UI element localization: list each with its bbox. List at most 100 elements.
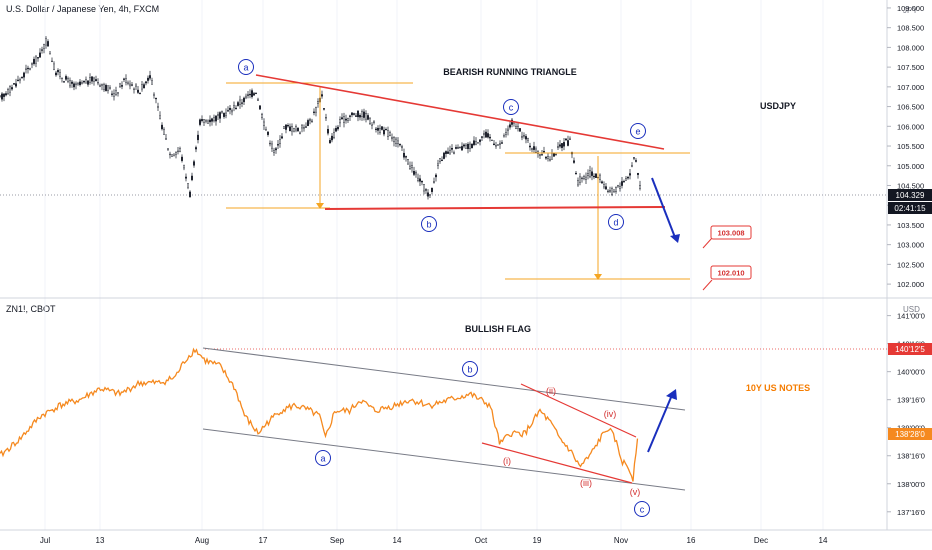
candle <box>259 105 261 110</box>
candle-body <box>519 128 521 132</box>
candle-body <box>335 128 337 132</box>
candle <box>225 108 227 119</box>
candle <box>465 142 467 149</box>
candle <box>387 126 389 140</box>
candle <box>267 131 269 137</box>
candle-body <box>119 83 121 87</box>
candle <box>23 71 25 81</box>
candle <box>577 177 579 187</box>
candle <box>261 112 263 120</box>
subwave-ii: (ii) <box>546 386 556 396</box>
candle <box>359 113 361 121</box>
candle-body <box>99 85 101 87</box>
y-tick-label: 139'16'0 <box>897 396 925 405</box>
candle <box>409 161 411 170</box>
countdown-badge <box>888 202 932 214</box>
candle-body <box>629 173 631 176</box>
candle <box>195 145 197 153</box>
candle-body <box>601 181 603 184</box>
candle-body <box>483 133 485 135</box>
candle <box>91 76 93 85</box>
candle <box>527 137 529 143</box>
candle-body <box>423 184 425 192</box>
candle <box>639 180 641 191</box>
x-tick-label: 14 <box>819 536 828 545</box>
candle <box>213 114 215 123</box>
candle <box>189 190 191 198</box>
candle-body <box>111 93 113 95</box>
candle-body <box>637 173 639 175</box>
grid <box>44 0 824 530</box>
candle-body <box>5 93 7 96</box>
candle-body <box>475 141 477 145</box>
candle-body <box>257 98 259 101</box>
candle <box>551 149 553 160</box>
candle-body <box>43 44 45 49</box>
candle-body <box>559 144 561 147</box>
candle <box>449 145 451 156</box>
candle <box>95 75 97 82</box>
candle <box>423 183 425 195</box>
candle-body <box>359 115 361 118</box>
candle-body <box>551 153 553 160</box>
candle-body <box>101 84 103 86</box>
candle-body <box>179 148 181 152</box>
candle-body <box>535 148 537 153</box>
candle-body <box>103 84 105 90</box>
candle <box>401 144 403 152</box>
candle <box>347 117 349 124</box>
candle <box>555 153 557 156</box>
candle-body <box>385 129 387 131</box>
candle-body <box>165 138 167 140</box>
candle <box>619 182 621 192</box>
candle <box>239 95 241 109</box>
candle <box>629 169 631 180</box>
x-tick-label: Sep <box>330 536 345 545</box>
candle-body <box>607 190 609 193</box>
y-tick-label: 106.000 <box>897 122 924 131</box>
candle <box>71 80 73 88</box>
candle-body <box>211 118 213 122</box>
candle-body <box>41 49 43 51</box>
candle-body <box>281 136 283 139</box>
candle-body <box>183 164 185 169</box>
candle-body <box>129 83 131 87</box>
y-tick-label: 107.000 <box>897 83 924 92</box>
wave-circle <box>634 501 650 517</box>
candle-body <box>209 119 211 123</box>
candle <box>149 70 151 81</box>
flag-channel-lower <box>202 428 686 491</box>
triangle-upper-line <box>255 74 665 150</box>
candle-body <box>501 142 503 144</box>
candle-body <box>15 83 17 87</box>
candle <box>455 144 457 150</box>
candle-body <box>215 115 217 122</box>
candle-body <box>429 194 431 196</box>
candle-body <box>133 88 135 90</box>
bottom-pane-currency: USD <box>903 305 920 314</box>
candle-body <box>433 181 435 183</box>
candle-body <box>289 126 291 132</box>
candle <box>521 131 523 141</box>
candle-body <box>527 138 529 141</box>
candle <box>175 151 177 159</box>
candle-body <box>573 160 575 163</box>
candle-body <box>609 190 611 192</box>
candle-body <box>611 188 613 195</box>
candle <box>361 109 363 121</box>
last-price-label: 104.329 <box>896 191 925 200</box>
candle <box>637 172 639 179</box>
x-tick-label: 14 <box>393 536 402 545</box>
candle <box>161 122 163 131</box>
candle-body <box>605 186 607 190</box>
candle-body <box>255 92 257 94</box>
candle <box>111 90 113 97</box>
candle-body <box>431 187 433 192</box>
candle <box>505 128 507 138</box>
candle-body <box>21 77 23 79</box>
candle <box>245 93 247 100</box>
candle-body <box>403 152 405 158</box>
candle <box>613 189 615 193</box>
candle <box>519 128 521 132</box>
candle-body <box>175 152 177 155</box>
